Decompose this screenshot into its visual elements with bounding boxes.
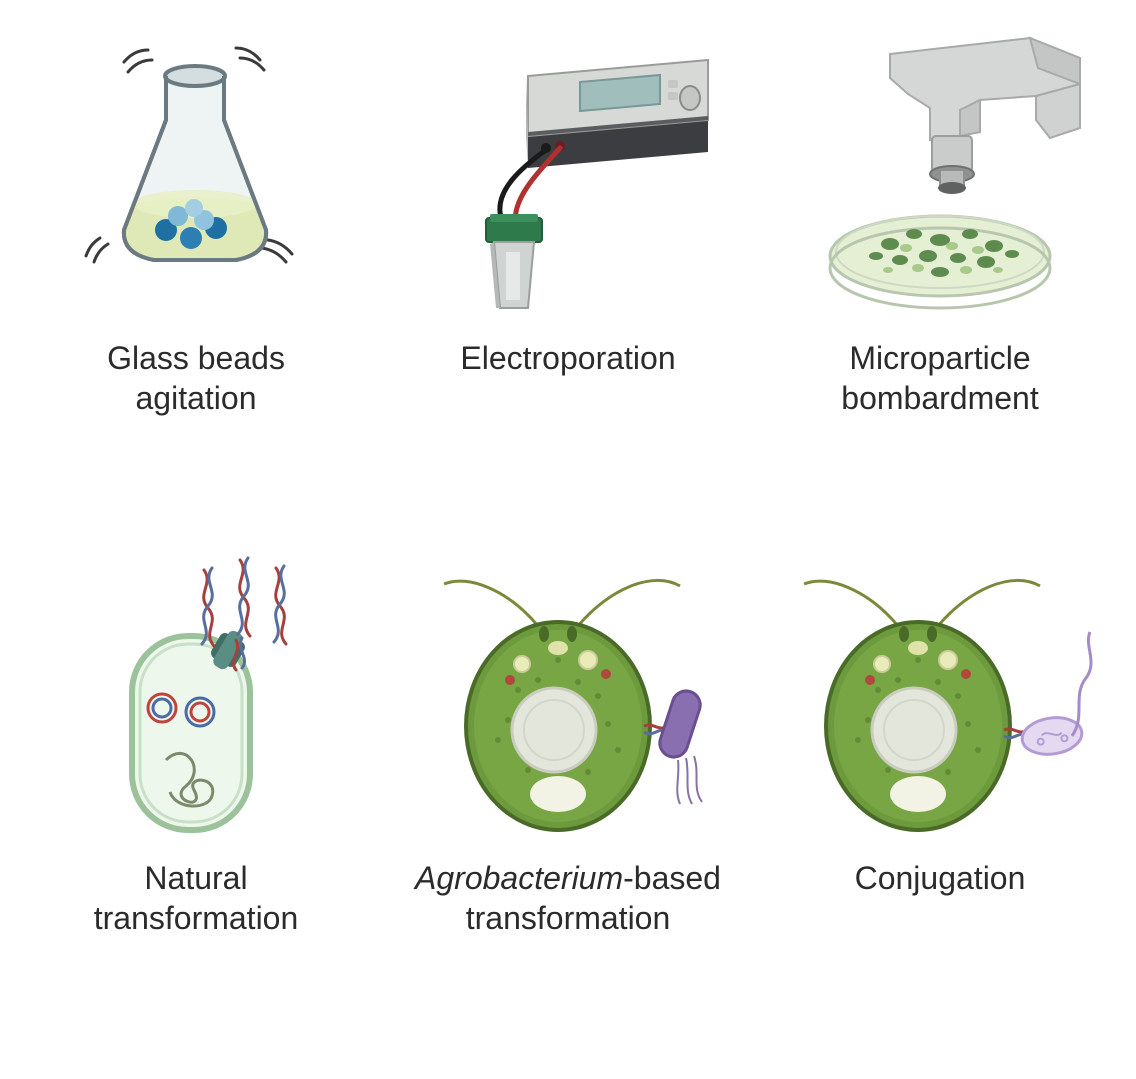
illus-conjugation [780, 540, 1100, 840]
illus-biolistics [780, 20, 1100, 320]
label-agrobacterium: Agrobacterium-basedtransformation [415, 858, 721, 938]
natural-svg [36, 540, 356, 840]
label-biolistics: Microparticlebombardment [841, 338, 1038, 418]
panel-conjugation: Conjugation [754, 540, 1126, 1060]
agro-svg [408, 540, 728, 840]
illus-agrobacterium [408, 540, 728, 840]
panel-electroporation: Electroporation [382, 20, 754, 540]
panel-agrobacterium: Agrobacterium-basedtransformation [382, 540, 754, 1060]
illus-electroporation [408, 20, 728, 320]
panel-natural: Naturaltransformation [10, 540, 382, 1060]
label-electroporation: Electroporation [460, 338, 675, 378]
illus-glass-beads [36, 20, 356, 320]
conjugation-svg [780, 540, 1100, 840]
methods-grid: Glass beadsagitation [0, 0, 1136, 1079]
label-natural: Naturaltransformation [94, 858, 299, 938]
flask-svg [36, 20, 356, 320]
panel-glass-beads: Glass beadsagitation [10, 20, 382, 540]
illus-natural [36, 540, 356, 840]
label-conjugation: Conjugation [855, 858, 1026, 898]
gene-gun-svg [780, 20, 1100, 320]
electroporator-svg [408, 20, 728, 320]
label-glass-beads: Glass beadsagitation [107, 338, 285, 418]
panel-biolistics: Microparticlebombardment [754, 20, 1126, 540]
